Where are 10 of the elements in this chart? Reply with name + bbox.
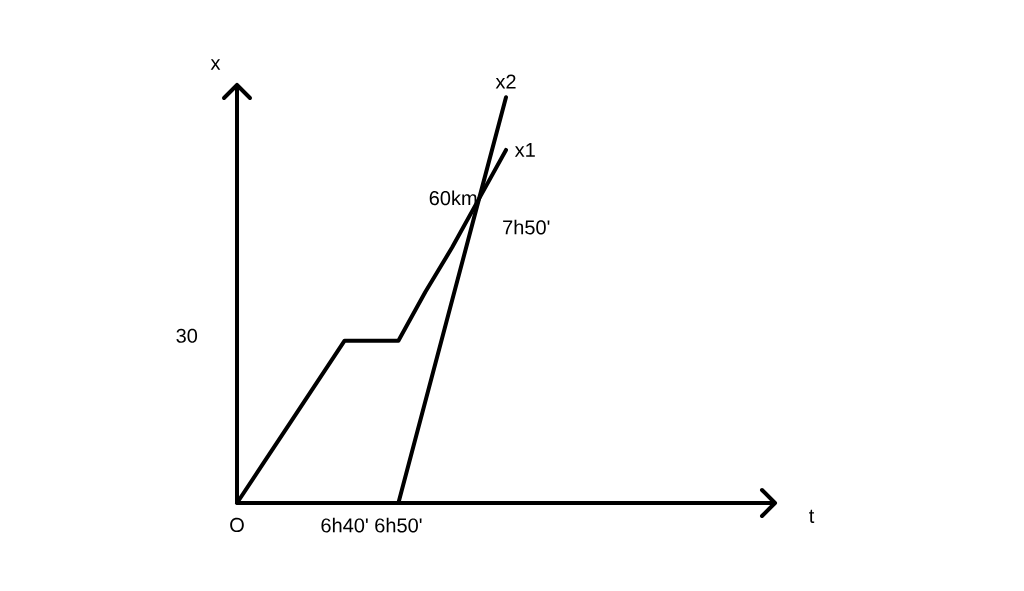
- x-tick-label: 6h50': [375, 517, 422, 533]
- series-label: x2: [495, 74, 516, 89]
- x-tick-label: 6h40': [321, 517, 368, 533]
- x-tick-label: O: [230, 517, 244, 533]
- x-axis-title: t: [809, 509, 815, 523]
- annotation: 60km: [429, 190, 477, 206]
- annotation: 7h50': [503, 219, 550, 235]
- series-label: x1: [514, 143, 535, 157]
- y-axis-title: x: [210, 59, 221, 70]
- text: 30: [176, 328, 198, 343]
